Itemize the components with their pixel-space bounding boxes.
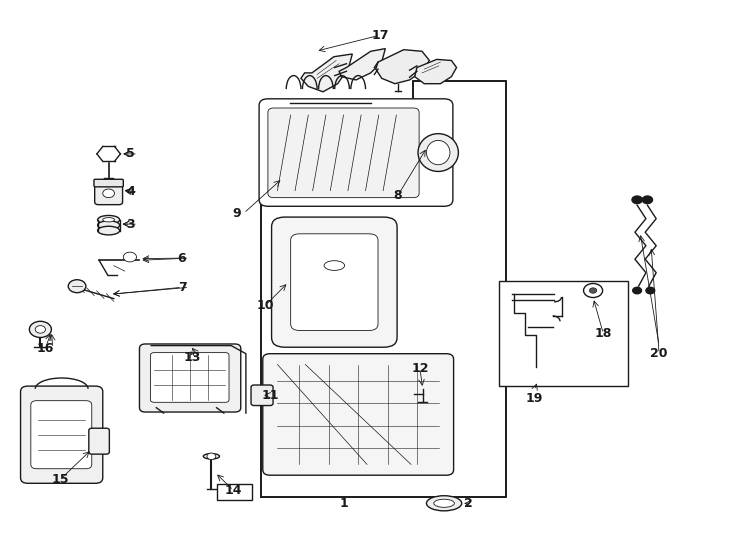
Polygon shape bbox=[376, 50, 429, 84]
Ellipse shape bbox=[418, 134, 458, 172]
Circle shape bbox=[642, 196, 653, 204]
Polygon shape bbox=[339, 49, 385, 80]
Text: 11: 11 bbox=[261, 389, 279, 402]
Polygon shape bbox=[261, 81, 506, 497]
FancyBboxPatch shape bbox=[263, 354, 454, 475]
FancyBboxPatch shape bbox=[95, 182, 123, 205]
Text: 14: 14 bbox=[225, 484, 242, 497]
Text: 13: 13 bbox=[184, 351, 201, 364]
FancyBboxPatch shape bbox=[21, 386, 103, 483]
Ellipse shape bbox=[98, 215, 120, 224]
FancyBboxPatch shape bbox=[291, 234, 378, 330]
Circle shape bbox=[207, 453, 216, 460]
Polygon shape bbox=[301, 54, 352, 92]
Text: 16: 16 bbox=[37, 342, 54, 355]
Text: 15: 15 bbox=[51, 473, 69, 486]
Circle shape bbox=[68, 280, 86, 293]
Text: 19: 19 bbox=[526, 392, 543, 405]
Ellipse shape bbox=[98, 221, 120, 230]
FancyBboxPatch shape bbox=[94, 179, 123, 187]
FancyBboxPatch shape bbox=[259, 99, 453, 206]
Text: 17: 17 bbox=[371, 29, 389, 42]
Circle shape bbox=[29, 321, 51, 338]
Text: 5: 5 bbox=[126, 147, 135, 160]
Circle shape bbox=[584, 284, 603, 298]
FancyBboxPatch shape bbox=[139, 344, 241, 412]
FancyBboxPatch shape bbox=[499, 281, 628, 386]
Circle shape bbox=[633, 287, 642, 294]
Text: 6: 6 bbox=[178, 252, 186, 265]
Ellipse shape bbox=[103, 218, 115, 222]
Text: 12: 12 bbox=[411, 362, 429, 375]
Ellipse shape bbox=[324, 261, 345, 271]
FancyBboxPatch shape bbox=[272, 217, 397, 347]
Ellipse shape bbox=[203, 454, 219, 459]
Circle shape bbox=[35, 326, 46, 333]
Text: 7: 7 bbox=[178, 281, 186, 294]
Circle shape bbox=[589, 288, 597, 293]
FancyBboxPatch shape bbox=[89, 428, 109, 454]
FancyBboxPatch shape bbox=[217, 484, 252, 500]
Ellipse shape bbox=[426, 496, 462, 511]
Text: 20: 20 bbox=[650, 347, 668, 360]
Circle shape bbox=[646, 287, 655, 294]
Text: 2: 2 bbox=[464, 497, 473, 510]
Ellipse shape bbox=[426, 140, 450, 165]
Circle shape bbox=[103, 189, 115, 198]
Circle shape bbox=[632, 196, 642, 204]
Text: 10: 10 bbox=[257, 299, 275, 312]
Text: 9: 9 bbox=[232, 207, 241, 220]
Circle shape bbox=[123, 252, 137, 262]
Ellipse shape bbox=[98, 226, 120, 235]
Text: 3: 3 bbox=[126, 218, 135, 231]
Ellipse shape bbox=[434, 499, 454, 508]
Text: 18: 18 bbox=[595, 327, 612, 340]
Polygon shape bbox=[415, 59, 457, 84]
Text: 1: 1 bbox=[339, 497, 348, 510]
Text: 8: 8 bbox=[393, 189, 402, 202]
Text: 4: 4 bbox=[126, 185, 135, 198]
FancyBboxPatch shape bbox=[31, 401, 92, 469]
FancyBboxPatch shape bbox=[150, 353, 229, 402]
FancyBboxPatch shape bbox=[268, 108, 419, 198]
FancyBboxPatch shape bbox=[251, 385, 273, 406]
